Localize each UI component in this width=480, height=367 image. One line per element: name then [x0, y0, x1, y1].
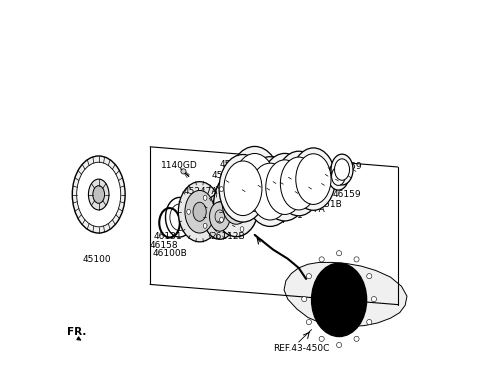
Text: REF.43-450C: REF.43-450C — [273, 344, 329, 353]
Ellipse shape — [367, 274, 372, 279]
Ellipse shape — [219, 155, 267, 222]
Ellipse shape — [72, 156, 125, 233]
Ellipse shape — [187, 209, 191, 214]
Text: 45681: 45681 — [275, 211, 303, 220]
Ellipse shape — [280, 157, 317, 210]
Text: 45651B: 45651B — [308, 200, 343, 209]
Ellipse shape — [335, 159, 349, 180]
Ellipse shape — [301, 297, 307, 302]
Ellipse shape — [240, 177, 244, 182]
Ellipse shape — [332, 167, 345, 185]
Ellipse shape — [250, 163, 290, 220]
Ellipse shape — [306, 319, 312, 324]
Ellipse shape — [220, 186, 223, 192]
Text: FR.: FR. — [67, 327, 86, 337]
Ellipse shape — [240, 227, 244, 232]
Ellipse shape — [185, 190, 214, 233]
Text: 26112B: 26112B — [210, 232, 244, 241]
Ellipse shape — [204, 194, 236, 239]
Ellipse shape — [204, 195, 207, 200]
Ellipse shape — [354, 257, 359, 262]
Ellipse shape — [336, 342, 342, 348]
Ellipse shape — [193, 202, 206, 221]
Ellipse shape — [210, 202, 230, 231]
Text: 46158: 46158 — [149, 241, 178, 250]
Ellipse shape — [306, 273, 312, 279]
Ellipse shape — [88, 179, 109, 210]
Polygon shape — [284, 262, 407, 327]
Ellipse shape — [322, 277, 342, 321]
Ellipse shape — [296, 154, 331, 204]
Ellipse shape — [372, 297, 376, 302]
Ellipse shape — [319, 336, 324, 341]
Text: 46159: 46159 — [333, 190, 361, 199]
Text: 45643C: 45643C — [211, 171, 246, 180]
Ellipse shape — [266, 160, 304, 214]
Text: 45527A: 45527A — [220, 160, 254, 169]
Text: 46131: 46131 — [154, 232, 182, 241]
Ellipse shape — [179, 182, 221, 242]
Ellipse shape — [331, 154, 353, 185]
Ellipse shape — [276, 151, 322, 216]
Ellipse shape — [245, 157, 295, 226]
Ellipse shape — [336, 251, 342, 256]
Ellipse shape — [319, 257, 324, 262]
Ellipse shape — [222, 185, 250, 224]
Ellipse shape — [181, 169, 186, 174]
Ellipse shape — [234, 153, 275, 211]
Ellipse shape — [224, 161, 262, 215]
Ellipse shape — [354, 336, 359, 341]
Text: 45577A: 45577A — [291, 206, 325, 214]
Ellipse shape — [220, 217, 223, 222]
Text: 46159: 46159 — [334, 163, 362, 171]
Ellipse shape — [77, 162, 121, 227]
Text: 1140GD: 1140GD — [161, 161, 198, 170]
Ellipse shape — [261, 153, 309, 221]
Ellipse shape — [229, 146, 280, 218]
Ellipse shape — [291, 148, 336, 210]
Text: 45644: 45644 — [258, 217, 286, 225]
Ellipse shape — [214, 172, 259, 237]
Ellipse shape — [204, 223, 207, 228]
Text: 46100B: 46100B — [153, 250, 187, 258]
Ellipse shape — [253, 202, 256, 207]
Text: 45247A: 45247A — [183, 187, 217, 196]
Ellipse shape — [328, 162, 348, 190]
Ellipse shape — [312, 263, 367, 337]
Ellipse shape — [367, 319, 372, 325]
Ellipse shape — [93, 186, 105, 203]
Text: 45100: 45100 — [82, 255, 111, 264]
